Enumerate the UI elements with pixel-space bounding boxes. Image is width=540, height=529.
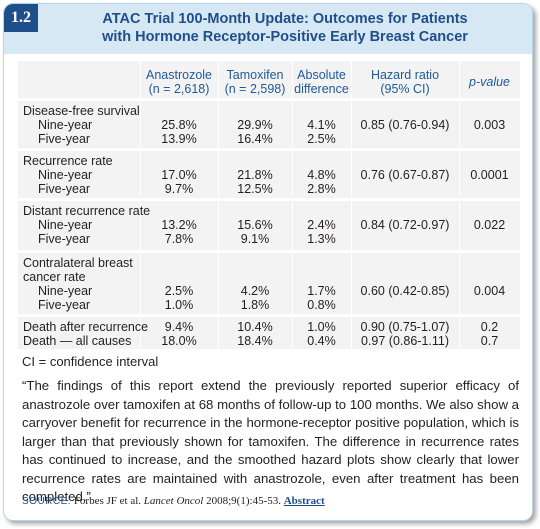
table-cell-difference: 0.8% (307, 298, 336, 312)
table-cell-p: 0.022 (473, 218, 506, 232)
group-label: Contralateral breast (23, 256, 133, 270)
row-label: Nine-year (38, 218, 93, 232)
column-header-p-value: p-value (469, 75, 510, 89)
row-label: Nine-year (38, 118, 93, 132)
column-header-tamoxifen: Tamoxifen (n = 2,598) (224, 68, 286, 96)
table-cell-anastrozole: 17.0% (161, 168, 197, 182)
table-cell-p: 0.004 (473, 284, 506, 298)
figure-number-badge: 1.2 (4, 4, 38, 32)
figure-panel: 1.2 ATAC Trial 100-Month Update: Outcome… (3, 3, 533, 521)
quote-paragraph: “The findings of this report extend the … (22, 378, 519, 504)
column-header-hazard-ratio: Hazard ratio (95% CI) (370, 68, 440, 96)
abstract-link[interactable]: Abstract (283, 495, 325, 507)
table-cell-difference: 1.3% (307, 232, 336, 246)
table-cell-difference: 4.8% (307, 168, 336, 182)
row-label: Five-year (38, 298, 91, 312)
row-label: Five-year (38, 132, 91, 146)
table-cell-tamoxifen: 29.9% (237, 118, 273, 132)
table-cell-difference: 4.1% (307, 118, 336, 132)
footnote: CI = confidence interval (22, 354, 159, 369)
table-cell-anastrozole: 1.0% (164, 298, 194, 312)
column-header-anastrozole: Anastrozole (n = 2,618) (145, 68, 212, 96)
column-divider (459, 61, 460, 349)
table-cell-anastrozole: 9.4% (164, 320, 194, 334)
column-header-absolute-difference: Absolute difference (294, 68, 349, 96)
row-label: Five-year (38, 182, 91, 196)
row-label: Five-year (38, 232, 91, 246)
row-divider (18, 148, 520, 151)
group-label: Disease-free survival (23, 104, 140, 118)
outcomes-table: Anastrozole (n = 2,618) Tamoxifen (n = 2,5… (18, 61, 520, 349)
column-divider (351, 61, 352, 349)
table-cell-anastrozole: 18.0% (161, 334, 197, 348)
row-divider (18, 98, 520, 101)
table-cell-tamoxifen: 15.6% (237, 218, 273, 232)
source-label: SOURCE: (22, 496, 72, 507)
title-bar: 1.2 ATAC Trial 100-Month Update: Outcome… (4, 4, 532, 54)
table-cell-anastrozole: 25.8% (161, 118, 197, 132)
table-cell-tamoxifen: 9.1% (240, 232, 270, 246)
table-cell-tamoxifen: 16.4% (237, 132, 273, 146)
table-cell-anastrozole: 7.8% (164, 232, 194, 246)
page-title-line-1: ATAC Trial 100-Month Update: Outcomes fo… (102, 11, 468, 27)
table-cell-difference: 1.7% (307, 284, 336, 298)
group-label: Recurrence rate (23, 154, 113, 168)
source-journal: Lancet Oncol (143, 495, 204, 507)
table-cell-difference: 2.8% (307, 182, 336, 196)
source-citation: SOURCE: Forbes JF et al. Lancet Oncol 20… (22, 495, 325, 507)
column-divider (292, 61, 293, 349)
row-label: Death after recurrence (23, 320, 149, 334)
table-cell-p: 0.0001 (470, 168, 509, 182)
group-label: Distant recurrence rate (23, 204, 151, 218)
table-cell-p: 0.003 (473, 118, 506, 132)
table-cell-hazard: 0.84 (0.72-0.97) (360, 218, 450, 232)
table-cell-p: 0.2 (480, 320, 499, 334)
table-cell-tamoxifen: 12.5% (237, 182, 273, 196)
column-divider (140, 61, 141, 349)
row-divider (18, 198, 520, 201)
table-cell-difference: 1.0% (307, 320, 336, 334)
table-cell-difference: 0.4% (307, 334, 336, 348)
table-cell-anastrozole: 13.2% (161, 218, 197, 232)
row-label: Nine-year (38, 168, 93, 182)
table-cell-anastrozole: 2.5% (164, 284, 194, 298)
table-cell-hazard: 0.60 (0.42-0.85) (360, 284, 450, 298)
page-title-line-2: with Hormone Receptor-Positive Early Bre… (102, 29, 468, 45)
column-divider (218, 61, 219, 349)
table-cell-hazard: 0.90 (0.75-1.07) (360, 320, 450, 334)
table-cell-difference: 2.5% (307, 132, 336, 146)
row-divider (18, 250, 520, 253)
row-label: Death — all causes (23, 334, 132, 348)
table-cell-tamoxifen: 18.4% (237, 334, 273, 348)
source-authors: Forbes JF et al. (73, 495, 142, 507)
table-cell-tamoxifen: 1.8% (240, 298, 270, 312)
row-divider (18, 314, 520, 317)
table-cell-difference: 2.4% (307, 218, 336, 232)
table-cell-anastrozole: 9.7% (164, 182, 194, 196)
group-label: cancer rate (23, 270, 86, 284)
table-cell-hazard: 0.85 (0.76-0.94) (360, 118, 450, 132)
table-cell-anastrozole: 13.9% (161, 132, 197, 146)
table-cell-tamoxifen: 10.4% (237, 320, 273, 334)
table-cell-hazard: 0.97 (0.86-1.11) (360, 334, 450, 348)
table-cell-hazard: 0.76 (0.67-0.87) (360, 168, 450, 182)
table-cell-tamoxifen: 21.8% (237, 168, 273, 182)
source-reference: 2008;9(1):45-53. (206, 495, 281, 507)
table-cell-p: 0.7 (480, 334, 499, 348)
row-label: Nine-year (38, 284, 93, 298)
table-cell-tamoxifen: 4.2% (240, 284, 270, 298)
